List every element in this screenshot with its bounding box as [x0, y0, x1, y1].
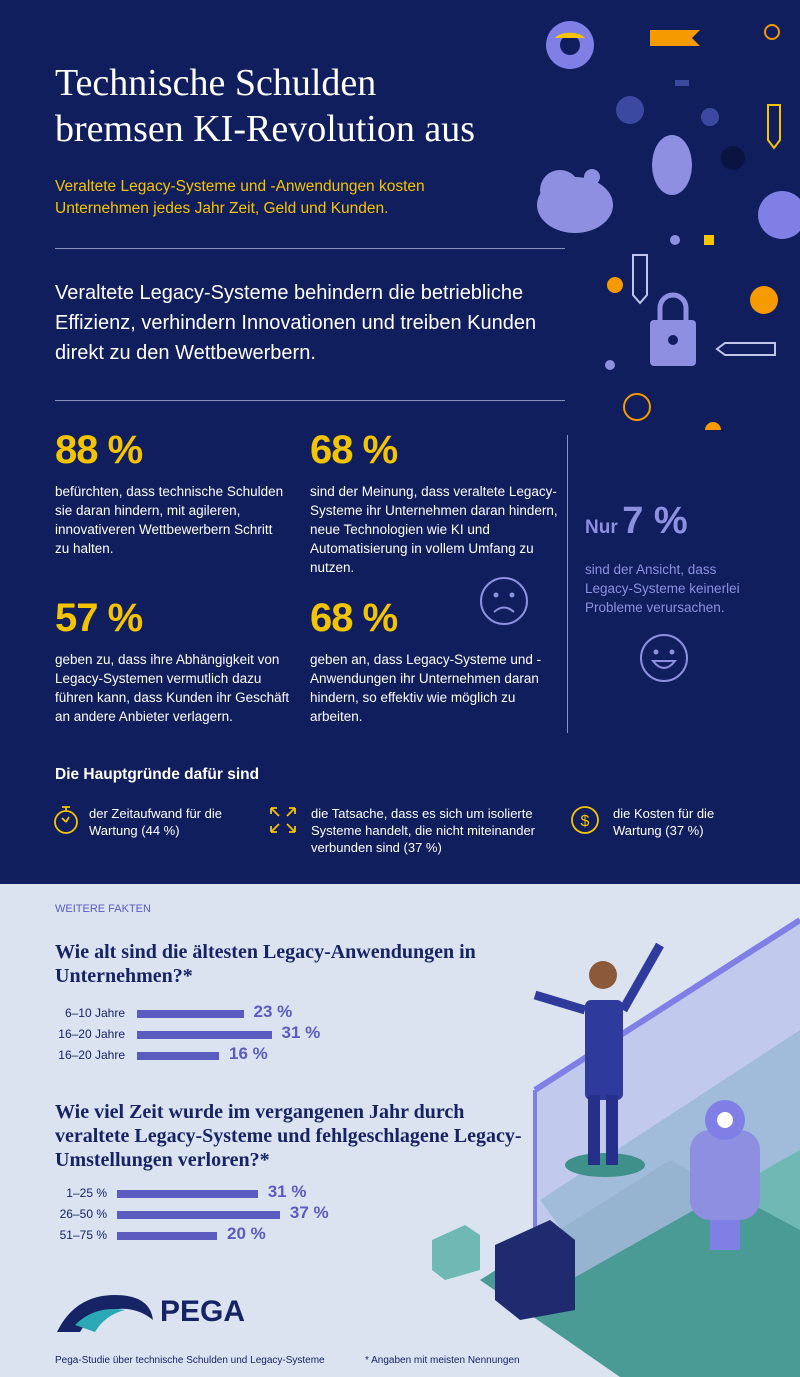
bar-label: 26–50 %	[59, 1207, 107, 1221]
facts-label: WEITERE FAKTEN	[55, 903, 151, 915]
bar-value: 37 %	[289, 1203, 329, 1222]
bar-label: 6–10 Jahre	[64, 1006, 125, 1020]
svg-text:$: $	[581, 813, 590, 830]
tech-illustration	[537, 21, 800, 430]
bar-value: 31 %	[281, 1023, 321, 1042]
bar	[137, 1052, 219, 1060]
stat-text: sind der Meinung, dass veraltete Legacy-…	[310, 484, 558, 575]
source-note: Pega-Studie über technische Schulden und…	[55, 1355, 325, 1366]
bar-row: 26–50 % 37 %	[0, 1203, 400, 1224]
subtitle: Veraltete Legacy-Systeme und -Anwendunge…	[55, 178, 425, 217]
stat-2: 68 % sind der Meinung, dass veraltete Le…	[310, 428, 560, 577]
divider	[55, 400, 565, 401]
title-line-2: bremsen KI-Revolution aus	[55, 108, 476, 150]
happy-face-icon	[640, 634, 688, 682]
bar-label: 16–20 Jahre	[58, 1027, 125, 1041]
question-1: Wie alt sind die ältesten Legacy-Anwendu…	[55, 941, 476, 987]
stat-4: 68 % geben an, dass Legacy-Systeme und -…	[310, 596, 555, 726]
bar-label: 51–75 %	[59, 1228, 107, 1242]
stat-text: geben an, dass Legacy-Systeme und -Anwen…	[310, 652, 542, 724]
stat-text: geben zu, dass ihre Abhängigkeit von Leg…	[55, 652, 290, 724]
side-stat-text: sind der Ansicht, dass Legacy-Systeme ke…	[585, 562, 740, 615]
reasons-heading: Die Hauptgründe dafür sind	[55, 766, 260, 783]
question-2: Wie viel Zeit wurde im vergangenen Jahr …	[55, 1101, 522, 1171]
bar-value: 20 %	[227, 1224, 266, 1243]
bar-value: 31 %	[267, 1182, 307, 1201]
bar	[137, 1010, 244, 1018]
reason-item: die Kosten für die Wartung (37 %)	[613, 806, 715, 838]
bar-row: 16–20 Jahre 31 %	[0, 1023, 400, 1044]
bar-value: 16 %	[229, 1044, 268, 1063]
reason-item: die Tatsache, dass es sich um isolierte …	[311, 806, 536, 855]
reason-item: der Zeitaufwand für die Wartung (44 %)	[89, 806, 222, 838]
bar-value: 23 %	[253, 1002, 293, 1021]
stat-value: 88 %	[55, 428, 143, 472]
sad-face-icon	[480, 577, 528, 625]
side-stat-value: Nur 7 %	[585, 500, 688, 543]
stat-value: 57 %	[55, 596, 143, 640]
side-stat-number: 7 %	[622, 500, 688, 542]
chart-age: 6–10 Jahre 23 % 16–20 Jahre 31 % 16–20 Jahre…	[0, 1002, 400, 1073]
bar-row: 51–75 % 20 %	[0, 1224, 400, 1245]
bar-row: 6–10 Jahre 23 %	[0, 1002, 400, 1023]
bar-row: 1–25 % 31 %	[0, 1182, 400, 1203]
arrows-out-icon	[270, 807, 296, 833]
businessman-robot-illustration	[432, 917, 800, 1377]
stat-value: 68 %	[310, 596, 398, 640]
bar-row: 16–20 Jahre 16 %	[0, 1044, 400, 1065]
cloud-icon	[537, 170, 613, 233]
gear-icon	[546, 21, 594, 69]
dollar-icon: $	[571, 806, 599, 834]
divider	[567, 435, 568, 733]
chart-time-lost: 1–25 % 31 % 26–50 % 37 % 51–75 % 20 %	[0, 1182, 400, 1253]
title-line-1: Technische Schulden	[55, 62, 377, 104]
gear-icon	[758, 191, 800, 239]
padlock-icon	[650, 292, 696, 366]
stopwatch-icon	[54, 806, 78, 834]
bar-label: 16–20 Jahre	[58, 1048, 125, 1062]
page-title: Technische Schulden bremsen KI-Revolution…	[55, 60, 655, 152]
intro-text: Veraltete Legacy-Systeme behindern die b…	[55, 282, 537, 364]
divider	[55, 248, 565, 249]
footnote: * Angaben mit meisten Nennungen	[365, 1355, 520, 1366]
bar	[137, 1031, 272, 1039]
bar-label: 1–25 %	[66, 1186, 107, 1200]
bar	[117, 1232, 217, 1240]
stat-value: 68 %	[310, 428, 398, 472]
side-stat-prefix: Nur	[585, 517, 618, 538]
pega-logo-mark	[57, 1295, 153, 1332]
bar	[117, 1211, 280, 1219]
stat-text: befürchten, dass technische Schulden sie…	[55, 484, 284, 556]
coin-icon	[652, 135, 692, 195]
pega-logo-text: PEGA	[160, 1295, 246, 1328]
stat-1: 88 % befürchten, dass technische Schulde…	[55, 428, 290, 558]
bar	[117, 1190, 258, 1198]
stat-3: 57 % geben zu, dass ihre Abhängigkeit vo…	[55, 596, 300, 726]
